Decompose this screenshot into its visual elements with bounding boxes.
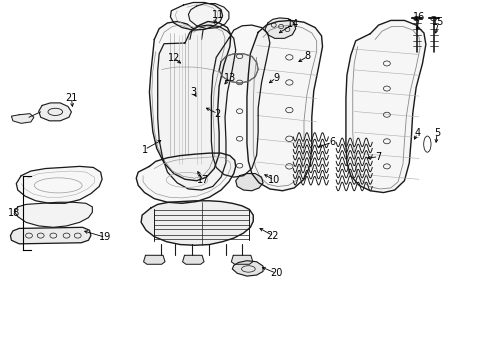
Polygon shape: [170, 3, 222, 30]
Polygon shape: [219, 54, 258, 83]
Text: 12: 12: [167, 53, 180, 63]
Polygon shape: [136, 153, 235, 203]
Polygon shape: [232, 261, 263, 276]
Polygon shape: [235, 174, 263, 191]
Polygon shape: [231, 255, 252, 264]
Polygon shape: [39, 103, 71, 121]
Polygon shape: [158, 25, 235, 190]
Polygon shape: [16, 166, 102, 203]
Text: 9: 9: [273, 73, 279, 83]
Text: 18: 18: [8, 208, 20, 218]
Text: 14: 14: [286, 19, 299, 29]
Text: 4: 4: [414, 129, 420, 138]
Text: 3: 3: [190, 87, 196, 97]
Polygon shape: [149, 22, 230, 181]
Polygon shape: [14, 202, 92, 227]
Text: 5: 5: [433, 129, 439, 138]
Text: 11: 11: [211, 10, 224, 20]
Text: 22: 22: [266, 231, 279, 240]
Text: 1: 1: [141, 144, 147, 154]
Text: 7: 7: [375, 152, 381, 162]
Text: 2: 2: [214, 109, 221, 119]
Text: 19: 19: [99, 232, 111, 242]
Polygon shape: [345, 21, 425, 193]
Text: 16: 16: [412, 12, 425, 22]
Polygon shape: [246, 21, 322, 191]
Polygon shape: [141, 201, 253, 245]
Polygon shape: [143, 255, 164, 264]
Text: 10: 10: [267, 175, 279, 185]
Polygon shape: [182, 255, 203, 264]
Polygon shape: [11, 114, 34, 123]
Text: 20: 20: [269, 268, 282, 278]
Polygon shape: [10, 227, 91, 244]
Text: 6: 6: [328, 138, 335, 147]
Polygon shape: [264, 18, 295, 39]
Text: 15: 15: [431, 17, 444, 27]
Polygon shape: [188, 4, 228, 29]
Text: 13: 13: [224, 73, 236, 83]
Text: 17: 17: [197, 175, 209, 185]
Text: 21: 21: [65, 93, 78, 103]
Text: 8: 8: [304, 51, 310, 61]
Polygon shape: [211, 25, 269, 177]
